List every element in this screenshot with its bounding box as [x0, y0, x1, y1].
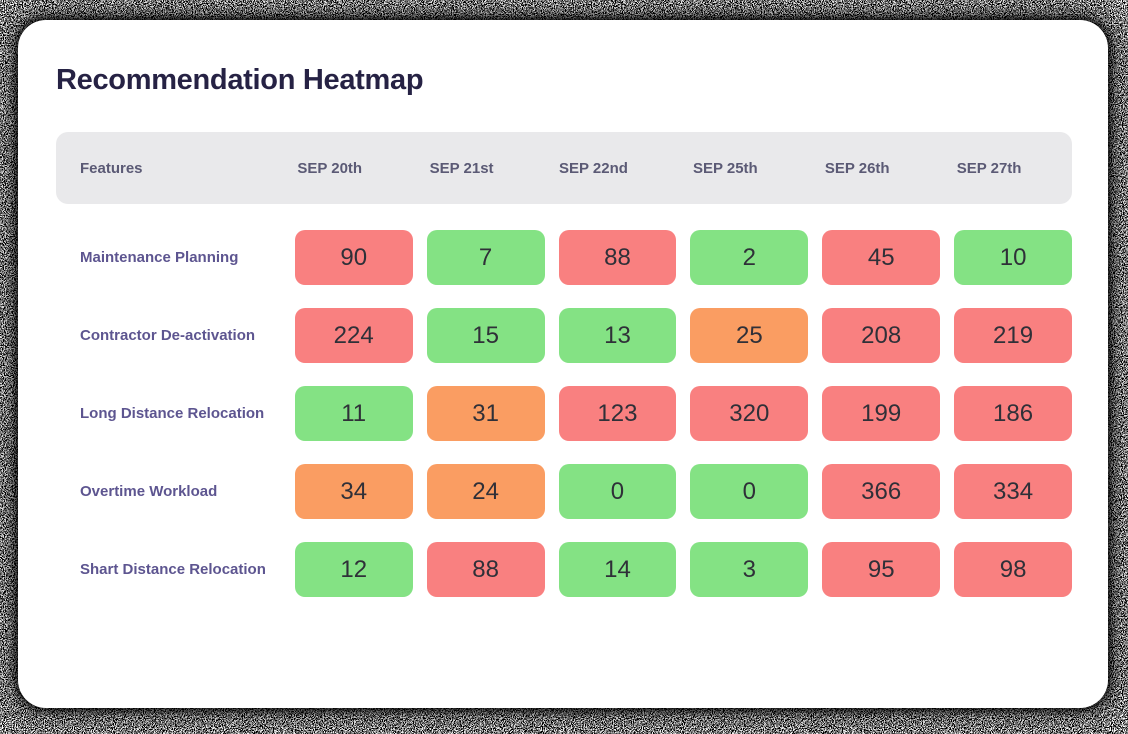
heatmap-cell[interactable]: 24 [426, 464, 545, 519]
table-body: Maintenance Planning 90 7 88 2 45 10 Contractor… [56, 230, 1073, 597]
column-header-features: Features [80, 159, 143, 177]
heatmap-cell[interactable]: 12 [294, 542, 413, 597]
heatmap-cell[interactable]: 208 [822, 308, 941, 363]
heatmap-cell[interactable]: 98 [954, 542, 1073, 597]
page-title: Recommendation Heatmap [56, 64, 424, 96]
heatmap-cell[interactable]: 366 [822, 464, 941, 519]
heatmap-cell[interactable]: 3 [690, 542, 809, 597]
row-label: Long Distance Relocation [80, 405, 265, 422]
row-label: Overtime Workload [80, 483, 218, 500]
row-label: Shart Distance Relocation [80, 561, 266, 578]
table-row: Shart Distance Relocation 12 88 14 3 95 98 [56, 542, 1073, 597]
heatmap-cell[interactable]: 88 [558, 230, 677, 285]
column-header-date: SEP 27th [956, 159, 1022, 177]
column-header-date: SEP 21st [429, 159, 494, 177]
heatmap-cell[interactable]: 31 [426, 386, 545, 441]
heatmap-cell[interactable]: 224 [294, 308, 413, 363]
table-row: Contractor De-activation 224 15 13 25 208 219 [56, 308, 1073, 363]
table-row: Maintenance Planning 90 7 88 2 45 10 [56, 230, 1073, 285]
table-header-row: Features SEP 20th SEP 21st SEP 22nd SEP 25t… [56, 132, 1072, 204]
table-row: Long Distance Relocation 11 31 123 320 199 186 [56, 386, 1073, 441]
heatmap-cell[interactable]: 25 [690, 308, 809, 363]
column-header-date: SEP 22nd [558, 159, 628, 177]
heatmap-cell[interactable]: 10 [954, 230, 1073, 285]
heatmap-cell[interactable]: 14 [558, 542, 677, 597]
heatmap-cell[interactable]: 219 [954, 308, 1073, 363]
heatmap-card: Recommendation Heatmap Features SEP 20th… [18, 20, 1108, 708]
heatmap-cell[interactable]: 11 [294, 386, 413, 441]
heatmap-cell[interactable]: 320 [690, 386, 809, 441]
heatmap-cell[interactable]: 199 [822, 386, 941, 441]
heatmap-cell[interactable]: 334 [954, 464, 1073, 519]
heatmap-cell[interactable]: 0 [558, 464, 677, 519]
column-header-date: SEP 20th [297, 159, 363, 177]
heatmap-cell[interactable]: 34 [294, 464, 413, 519]
heatmap-cell[interactable]: 90 [294, 230, 413, 285]
heatmap-cell[interactable]: 45 [822, 230, 941, 285]
heatmap-cell[interactable]: 15 [426, 308, 545, 363]
heatmap-cell[interactable]: 88 [426, 542, 545, 597]
row-label: Maintenance Planning [80, 249, 239, 266]
heatmap-cell[interactable]: 13 [558, 308, 677, 363]
column-header-date: SEP 25th [692, 159, 758, 177]
table-row: Overtime Workload 34 24 0 0 366 334 [56, 464, 1073, 519]
heatmap-cell[interactable]: 2 [690, 230, 809, 285]
heatmap-cell[interactable]: 95 [822, 542, 941, 597]
column-header-date: SEP 26th [824, 159, 890, 177]
row-label: Contractor De-activation [80, 327, 256, 344]
heatmap-cell[interactable]: 186 [954, 386, 1073, 441]
heatmap-cell[interactable]: 123 [558, 386, 677, 441]
heatmap-cell[interactable]: 0 [690, 464, 809, 519]
heatmap-cell[interactable]: 7 [426, 230, 545, 285]
